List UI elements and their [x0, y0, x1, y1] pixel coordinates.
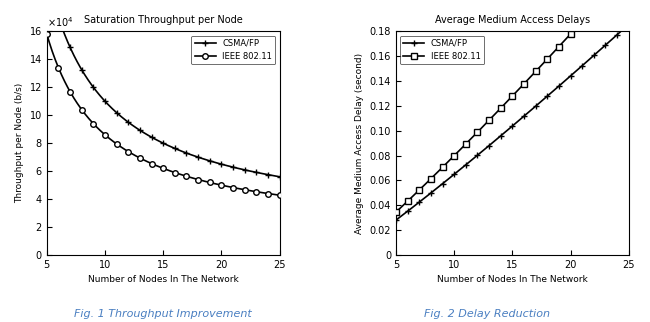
Text: $\times 10^4$: $\times 10^4$	[47, 15, 73, 29]
Text: Fig. 2 Delay Reduction: Fig. 2 Delay Reduction	[424, 309, 551, 319]
X-axis label: Number of Nodes In The Network: Number of Nodes In The Network	[88, 275, 239, 284]
Title: Average Medium Access Delays: Average Medium Access Delays	[435, 15, 590, 25]
Y-axis label: Throughput per Node (b/s): Throughput per Node (b/s)	[15, 83, 24, 203]
Legend: CSMA/FP, IEEE 802.11: CSMA/FP, IEEE 802.11	[191, 35, 276, 64]
Text: Fig. 1 Throughput Improvement: Fig. 1 Throughput Improvement	[73, 309, 252, 319]
Title: Saturation Throughput per Node: Saturation Throughput per Node	[84, 15, 242, 25]
X-axis label: Number of Nodes In The Network: Number of Nodes In The Network	[437, 275, 588, 284]
Y-axis label: Average Medium Access Delay (second): Average Medium Access Delay (second)	[355, 52, 364, 234]
Legend: CSMA/FP, IEEE 802.11: CSMA/FP, IEEE 802.11	[400, 35, 484, 64]
